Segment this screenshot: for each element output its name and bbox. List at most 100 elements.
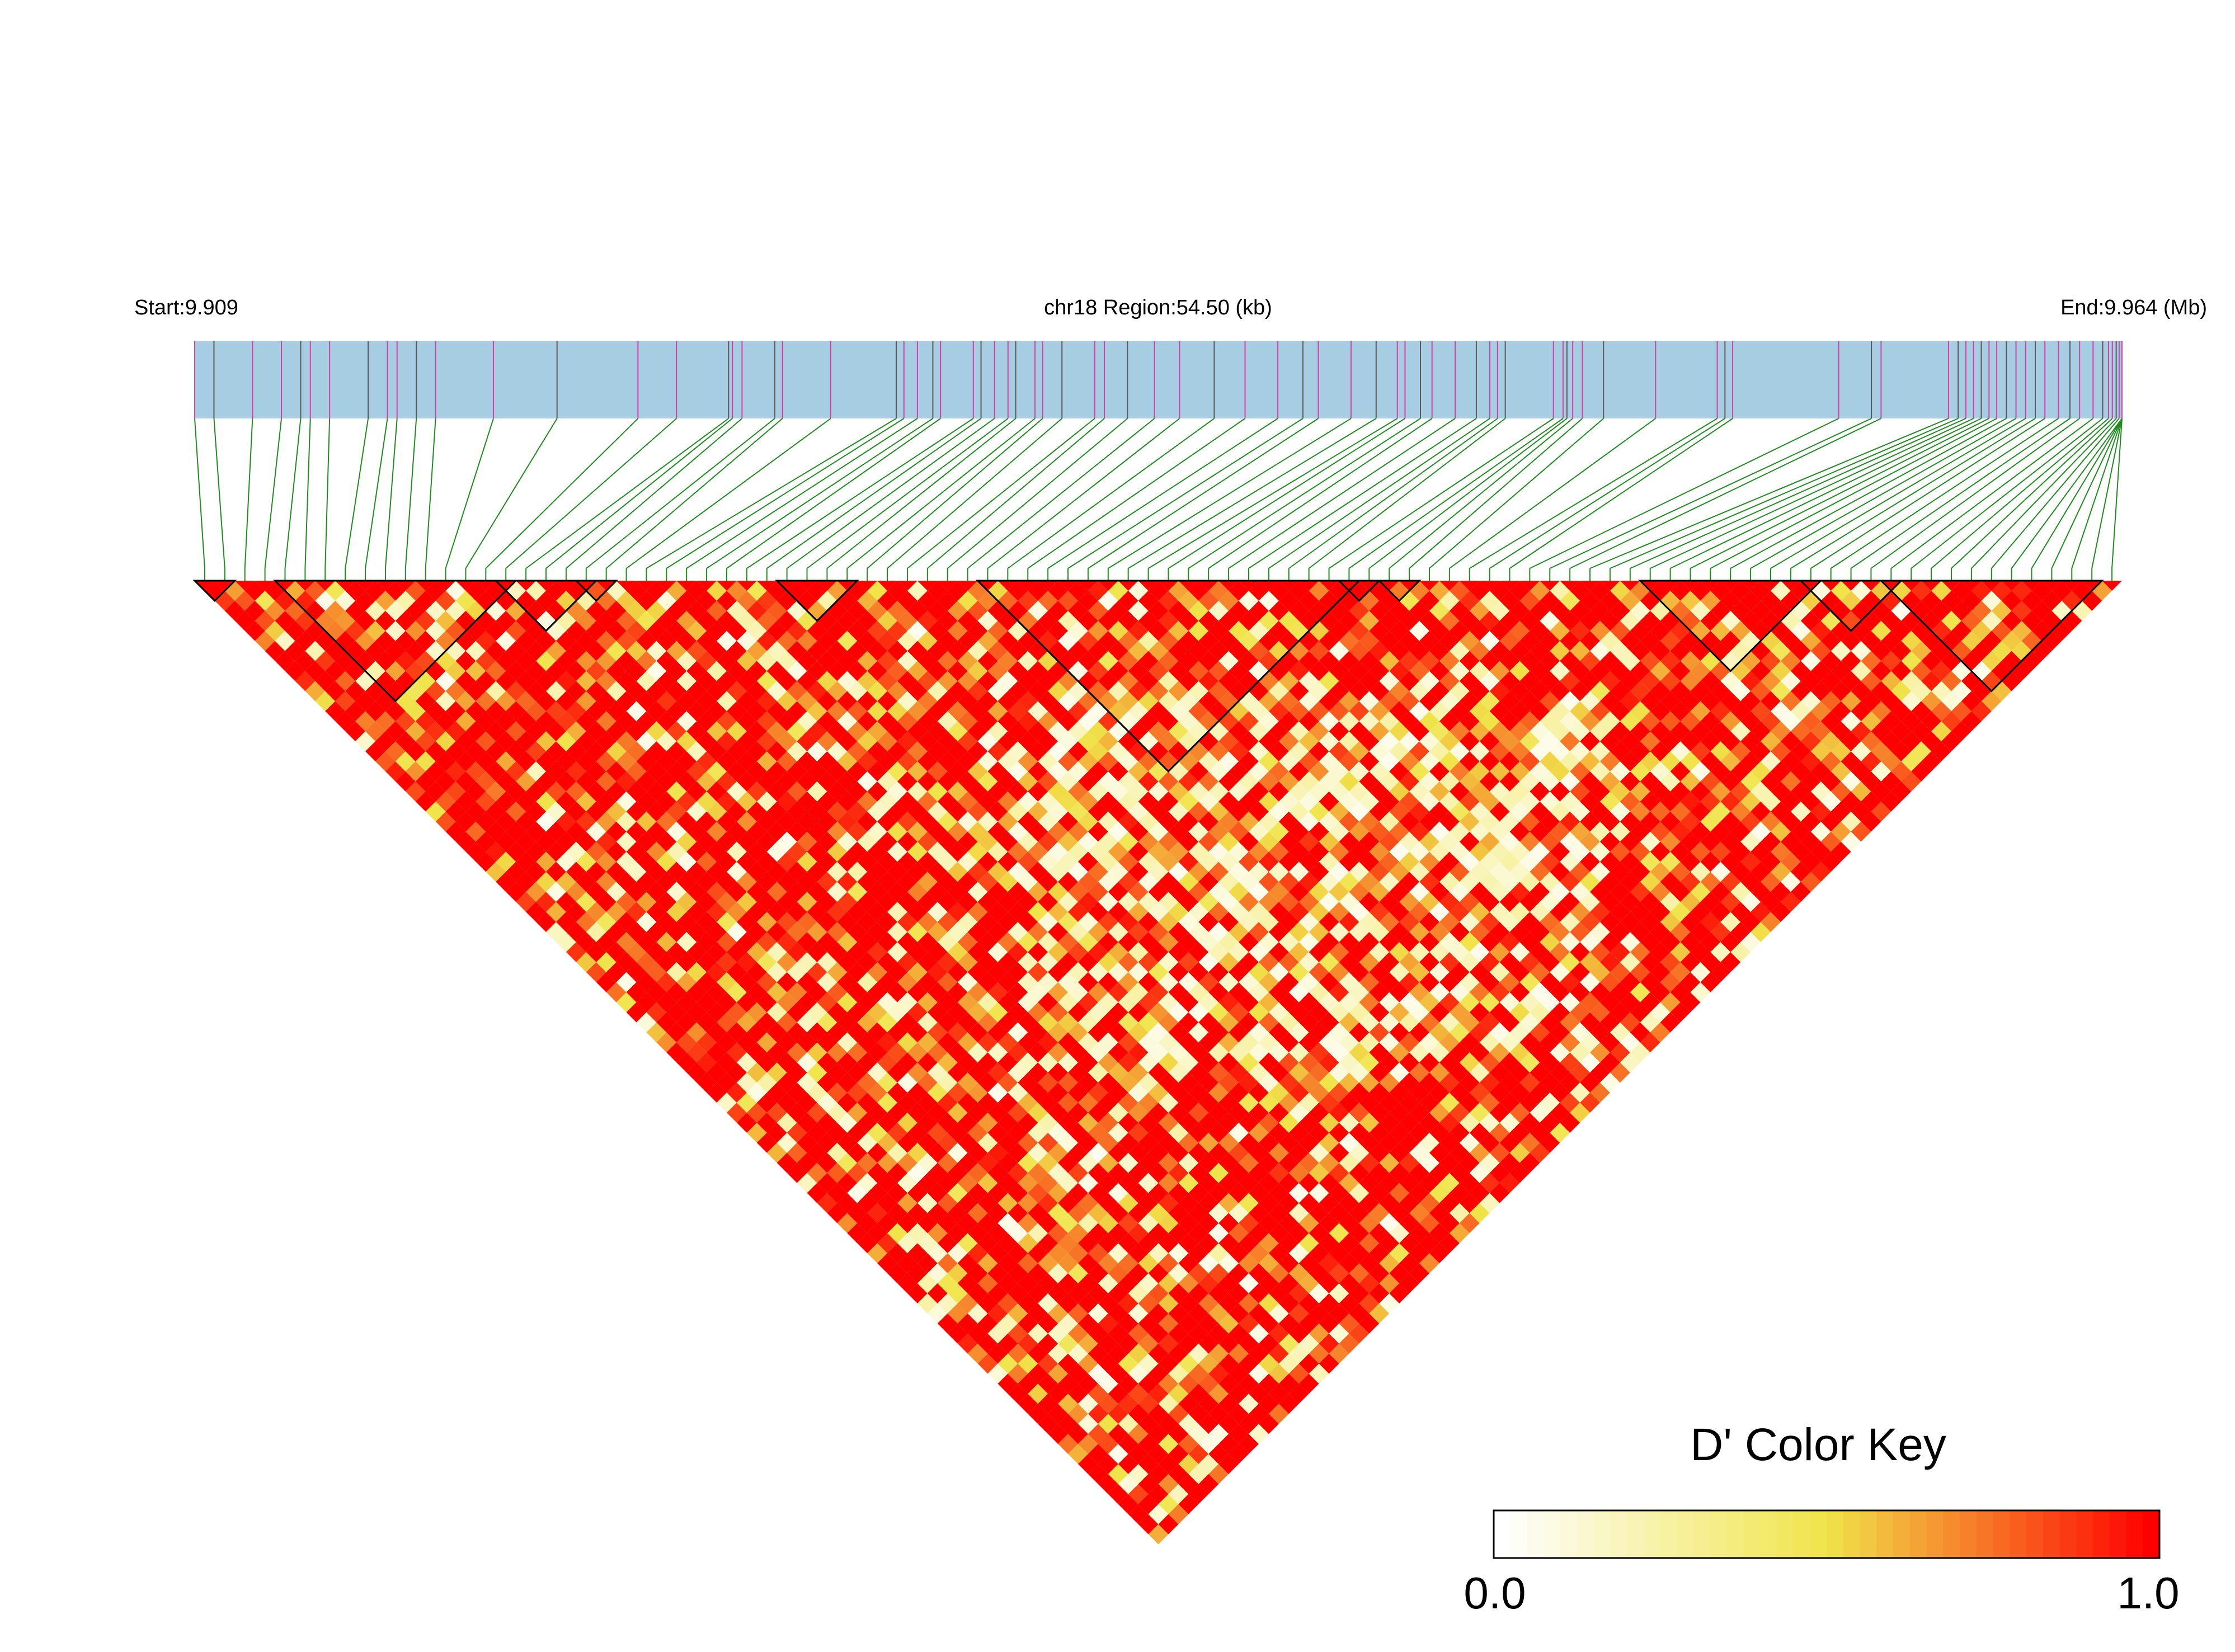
ld-cell bbox=[707, 962, 727, 982]
ld-cell bbox=[756, 630, 777, 651]
ld-cell bbox=[596, 751, 617, 771]
ld-cell bbox=[877, 1233, 897, 1254]
haplotype-block bbox=[493, 580, 599, 632]
ld-cell bbox=[1329, 1103, 1349, 1123]
ld-cell bbox=[1118, 1454, 1138, 1474]
ld-cell bbox=[1560, 731, 1580, 752]
ld-cell bbox=[1298, 771, 1319, 792]
ld-cell bbox=[676, 992, 697, 1013]
ld-cell bbox=[1921, 751, 1942, 771]
ld-cell bbox=[686, 882, 707, 902]
ld-cell bbox=[697, 771, 717, 792]
ld-cell bbox=[1419, 771, 1439, 792]
ld-cell bbox=[1479, 1152, 1500, 1173]
ld-cell bbox=[1298, 831, 1319, 852]
ld-cell bbox=[977, 691, 998, 712]
ld-cell bbox=[656, 791, 677, 812]
ld-cell bbox=[1268, 1022, 1289, 1043]
ld-cell bbox=[1239, 731, 1259, 752]
ld-cell bbox=[1981, 651, 2002, 671]
ld-cell bbox=[295, 651, 316, 671]
ld-cell bbox=[476, 831, 496, 852]
ld-cell bbox=[1720, 791, 1741, 812]
ld-cell bbox=[1871, 721, 1891, 742]
ld-cell bbox=[697, 691, 717, 712]
ld-cell bbox=[405, 661, 426, 681]
ld-cell bbox=[1680, 691, 1701, 712]
color-key-step bbox=[1876, 1510, 1894, 1558]
ld-cell bbox=[1620, 610, 1640, 631]
ld-cell bbox=[957, 992, 978, 1013]
ld-cell bbox=[1258, 590, 1279, 611]
ld-cell bbox=[1530, 661, 1550, 681]
ld-cell bbox=[1439, 1152, 1460, 1173]
ld-cell bbox=[1208, 1183, 1229, 1203]
ld-cell bbox=[997, 1353, 1018, 1374]
ld-cell bbox=[1469, 1062, 1490, 1083]
ld-cell bbox=[1469, 581, 1490, 601]
ld-cell bbox=[1730, 841, 1751, 862]
ld-cell bbox=[797, 751, 817, 771]
ld-cell bbox=[867, 1022, 888, 1043]
ld-cell bbox=[987, 1343, 1008, 1364]
ld-cell bbox=[1690, 581, 1711, 601]
ld-cell bbox=[616, 811, 637, 832]
ld-cell bbox=[897, 691, 917, 712]
ld-cell bbox=[1008, 1323, 1028, 1344]
ld-cell bbox=[1258, 811, 1279, 832]
ld-cell bbox=[666, 801, 687, 822]
ld-cell bbox=[1379, 912, 1400, 932]
ld-cell bbox=[1208, 741, 1229, 761]
ld-cell bbox=[1168, 681, 1189, 702]
ld-cell bbox=[937, 711, 958, 732]
ld-cell bbox=[516, 831, 537, 852]
ld-cell bbox=[476, 751, 496, 771]
ld-cell bbox=[1208, 1463, 1229, 1484]
ld-cell bbox=[897, 671, 917, 691]
ld-cell bbox=[1640, 630, 1660, 651]
ld-cell bbox=[1178, 952, 1199, 972]
ld-cell bbox=[516, 590, 537, 611]
ld-cell bbox=[1198, 1032, 1219, 1053]
ld-cell bbox=[1359, 811, 1380, 832]
ld-cell bbox=[1239, 912, 1259, 932]
ld-cell bbox=[1018, 1052, 1038, 1073]
ld-cell bbox=[1379, 651, 1400, 671]
ld-cell bbox=[1088, 902, 1108, 923]
ld-cell bbox=[506, 862, 526, 882]
ld-cell bbox=[1288, 1243, 1309, 1264]
ld-cell bbox=[1680, 952, 1701, 972]
ld-cell bbox=[1148, 1002, 1169, 1023]
ld-cell bbox=[1178, 1353, 1199, 1374]
ld-cell bbox=[1268, 1303, 1289, 1324]
ld-cell bbox=[1158, 1052, 1179, 1073]
ld-cell bbox=[1198, 1193, 1219, 1213]
ld-cell bbox=[907, 581, 928, 601]
ld-cell bbox=[1921, 671, 1942, 691]
ld-cell bbox=[1077, 872, 1098, 892]
ld-cell bbox=[1178, 912, 1199, 932]
ld-cell bbox=[746, 922, 767, 942]
color-key-step bbox=[1843, 1510, 1861, 1558]
ld-cell bbox=[756, 1012, 777, 1033]
ld-cell bbox=[576, 711, 596, 732]
ld-cell bbox=[837, 992, 858, 1013]
ld-cell bbox=[887, 841, 907, 862]
ld-cell bbox=[1409, 1122, 1429, 1143]
ld-cell bbox=[1590, 942, 1610, 962]
ld-cell bbox=[1630, 741, 1650, 761]
ld-cell bbox=[927, 600, 948, 621]
ld-cell bbox=[1519, 1112, 1540, 1133]
ld-cell bbox=[285, 661, 305, 681]
ld-cell bbox=[1780, 630, 1801, 651]
ld-cell bbox=[1028, 701, 1048, 722]
ld-cell bbox=[1048, 922, 1069, 942]
snp-connector-lines bbox=[194, 418, 2123, 581]
ld-cell bbox=[596, 831, 617, 852]
ld-cell bbox=[1540, 892, 1560, 912]
snp-connector bbox=[1991, 418, 2120, 569]
haplotype-block bbox=[272, 580, 518, 703]
ld-cell bbox=[1028, 681, 1048, 702]
ld-cell bbox=[476, 630, 496, 651]
snp-connector bbox=[967, 418, 1155, 569]
